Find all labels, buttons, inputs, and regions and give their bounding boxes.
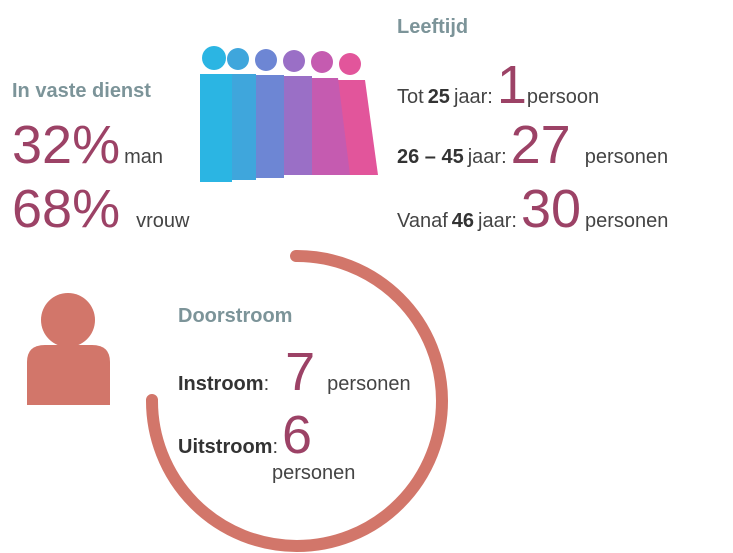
separator: : xyxy=(263,373,270,395)
unit: jaar: xyxy=(478,210,517,232)
row: Uitstroom:6 xyxy=(178,408,312,462)
value: 32% xyxy=(12,115,121,175)
row: 26 – 45 jaar:27 personen xyxy=(397,118,668,172)
unit: jaar: xyxy=(467,146,507,168)
value: 6 xyxy=(282,405,313,465)
heading: Leeftijd xyxy=(397,16,469,38)
label: Uitstroom xyxy=(178,436,273,458)
value: 1 xyxy=(496,55,527,115)
row: 32% man xyxy=(12,118,163,172)
row: Vanaf 46 jaar:30 personen xyxy=(397,182,668,236)
row: Tot 25 jaar:1persoon xyxy=(397,58,599,112)
label: personen xyxy=(584,146,669,168)
value: 7 xyxy=(285,342,316,402)
heading: Doorstroom xyxy=(178,305,293,327)
range: 25 xyxy=(427,86,450,108)
person-icon xyxy=(27,293,110,405)
row: Instroom: 7 personen xyxy=(178,345,411,399)
separator: : xyxy=(272,436,279,458)
label: Instroom xyxy=(178,373,264,395)
value: 68% xyxy=(12,179,121,239)
range: 46 xyxy=(451,210,475,232)
row: 68% vrouw xyxy=(12,182,189,236)
label: persoon xyxy=(526,86,600,108)
range: 26 – 45 xyxy=(397,146,464,168)
flow-arc xyxy=(145,249,448,552)
label: man xyxy=(124,146,163,168)
text: Vanaf xyxy=(397,210,448,232)
value: 30 xyxy=(520,179,582,239)
text: Tot xyxy=(397,86,424,108)
label: vrouw xyxy=(136,210,190,232)
heading: In vaste dienst xyxy=(12,80,151,102)
unit: jaar: xyxy=(453,86,493,108)
label: personen xyxy=(585,210,669,232)
value: 27 xyxy=(510,115,571,175)
unit: personen xyxy=(272,462,356,484)
unit: personen xyxy=(327,373,411,395)
people-icon xyxy=(200,46,378,182)
